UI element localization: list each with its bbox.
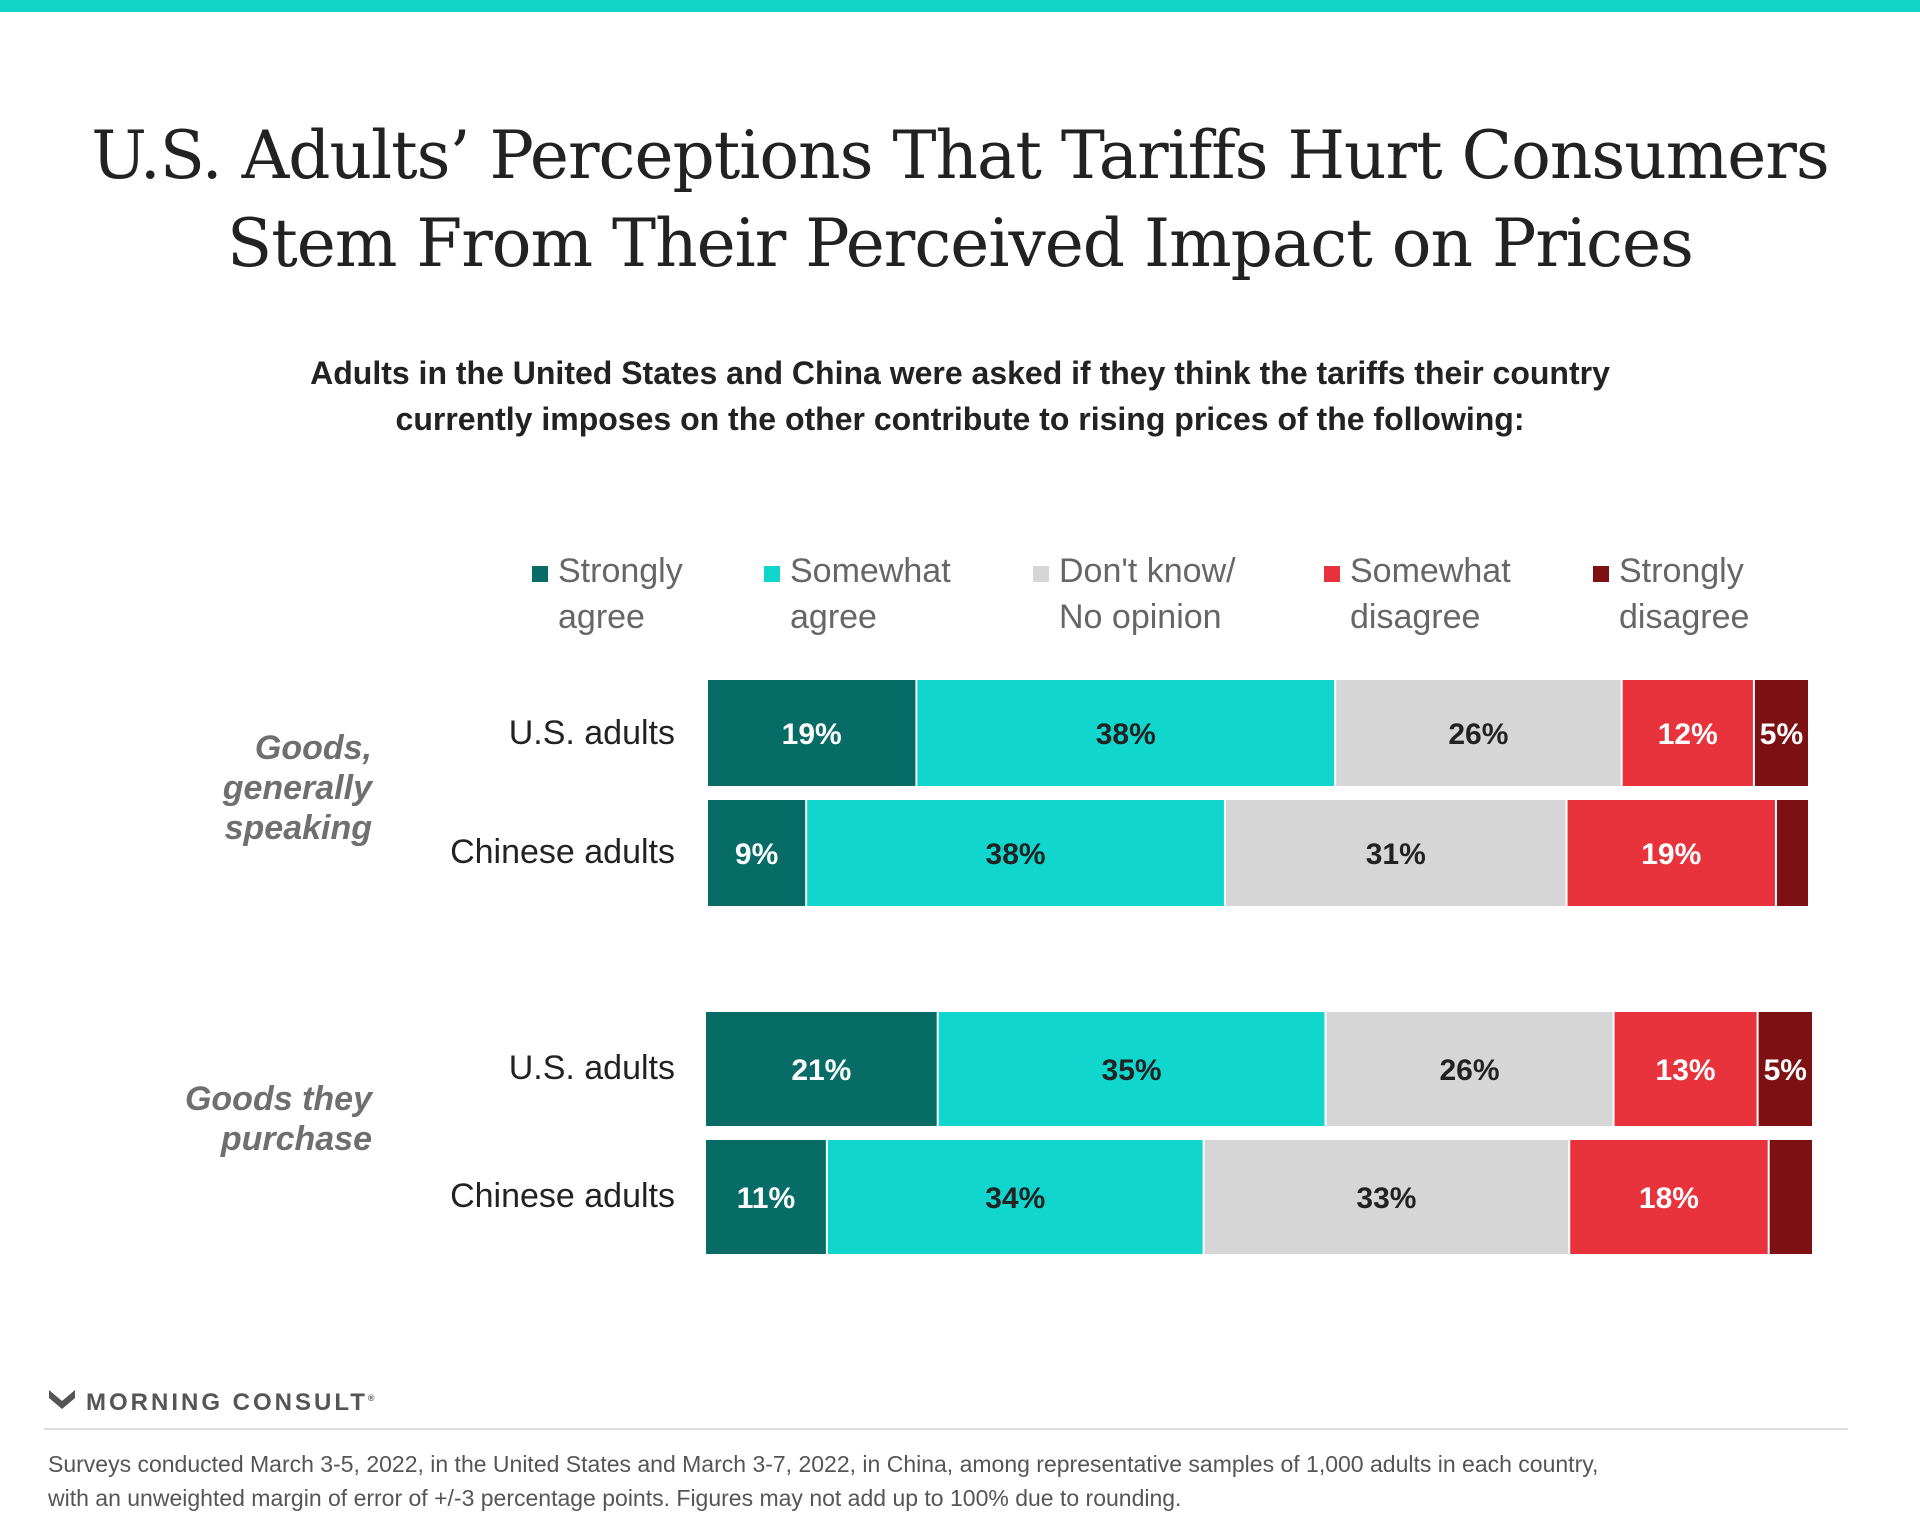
chart-subtitle-line: currently imposes on the other contribut… <box>395 401 1525 437</box>
bar-data-label: 5% <box>1760 718 1803 751</box>
bar-data-label: 18% <box>1639 1182 1699 1215</box>
bar-segment-strongly-disagree <box>1758 1012 1812 1126</box>
bar-data-label: 13% <box>1656 1054 1716 1087</box>
bar-data-label: 11% <box>737 1182 795 1215</box>
legend-label: Don't know/ No opinion <box>1059 552 1236 636</box>
bar-segment-somewhat-agree <box>807 800 1224 906</box>
bar-data-label: 5% <box>1764 1054 1807 1087</box>
bar-segment-somewhat-agree <box>938 1012 1325 1126</box>
bar-segment-somewhat-agree <box>917 680 1335 786</box>
chart-title-line: U.S. Adults’ Perceptions That Tariffs Hu… <box>91 117 1830 194</box>
bar-segment-strongly-agree <box>708 800 806 906</box>
footnote-line: with an unweighted margin of error of +/… <box>48 1485 1182 1511</box>
bar-data-label: 26% <box>1448 718 1508 751</box>
legend-label: Somewhat agree <box>790 552 951 636</box>
bar-data-label: 35% <box>1102 1054 1162 1087</box>
chart-subtitle: Adults in the United States and China we… <box>0 350 1920 442</box>
chart-title: U.S. Adults’ Perceptions That Tariffs Hu… <box>0 112 1920 288</box>
bar-segment-somewhat-disagree <box>1622 680 1753 786</box>
bar-segment-strongly-disagree <box>1769 1140 1812 1254</box>
legend-label: Somewhat disagree <box>1350 552 1511 636</box>
bar-segment-dont-know <box>1225 800 1566 906</box>
bar-data-label: 38% <box>1096 718 1156 751</box>
group-label-goods-general: Goods, generally speaking <box>222 729 372 847</box>
bar-data-label: 19% <box>1641 838 1701 871</box>
bar-data-label: 21% <box>791 1054 851 1087</box>
chart-subtitle-line: Adults in the United States and China we… <box>310 355 1610 391</box>
footnote-line: Surveys conducted March 3-5, 2022, in th… <box>48 1451 1599 1477</box>
bar-segment-somewhat-disagree <box>1567 800 1775 906</box>
group-label-goods-purchase: Goods they purchase <box>184 1080 372 1158</box>
bar-segment-somewhat-disagree <box>1614 1012 1757 1126</box>
chart-title-line: Stem From Their Perceived Impact on Pric… <box>227 205 1694 282</box>
bar-segment-dont-know <box>1336 680 1621 786</box>
row-label-chinese-adults: Chinese adults <box>450 1177 675 1215</box>
bar-segment-dont-know <box>1326 1012 1613 1126</box>
bar-data-label: 31% <box>1366 838 1426 871</box>
top-accent-bar <box>0 0 1920 12</box>
legend-swatch <box>1033 566 1049 582</box>
footer-divider <box>44 1428 1848 1430</box>
bar-data-label: 33% <box>1356 1182 1416 1215</box>
bar-segment-strongly-agree <box>706 1140 826 1254</box>
bar-segment-somewhat-disagree <box>1570 1140 1768 1254</box>
legend-swatch <box>1324 566 1340 582</box>
row-label-chinese-adults: Chinese adults <box>450 833 675 871</box>
legend-swatch <box>532 566 548 582</box>
legend-label: Strongly disagree <box>1619 552 1750 636</box>
legend-swatch <box>1593 566 1609 582</box>
bar-segment-strongly-agree <box>708 680 916 786</box>
legend-label: Strongly agree <box>558 552 683 636</box>
bar-data-label: 9% <box>735 838 778 871</box>
bars-layer: 19% 38% 26% 12% 5% 9% 38% 31% 19% 21% 35% 26% 13% 5% 1… <box>706 680 1812 1254</box>
bar-data-label: 38% <box>986 838 1046 871</box>
footnote: Surveys conducted March 3-5, 2022, in th… <box>48 1447 1878 1515</box>
bar-data-label: 26% <box>1439 1054 1499 1087</box>
bar-data-label: 19% <box>782 718 842 751</box>
bar-segment-strongly-agree <box>706 1012 937 1126</box>
bar-segment-strongly-disagree <box>1776 800 1808 906</box>
bar-data-label: 34% <box>985 1182 1045 1215</box>
row-label-us-adults: U.S. adults <box>508 714 675 752</box>
morning-consult-logo-icon <box>49 1390 75 1409</box>
row-label-us-adults: U.S. adults <box>508 1049 675 1087</box>
bar-segment-strongly-disagree <box>1754 680 1808 786</box>
legend-swatch <box>764 566 780 582</box>
morning-consult-wordmark: MORNING CONSULT® <box>86 1389 375 1416</box>
bar-segment-somewhat-agree <box>827 1140 1203 1254</box>
chart-legend: Strongly agree Somewhat agree Don't know… <box>0 548 1920 648</box>
bar-data-label: 12% <box>1658 718 1718 751</box>
bar-segment-dont-know <box>1204 1140 1569 1254</box>
